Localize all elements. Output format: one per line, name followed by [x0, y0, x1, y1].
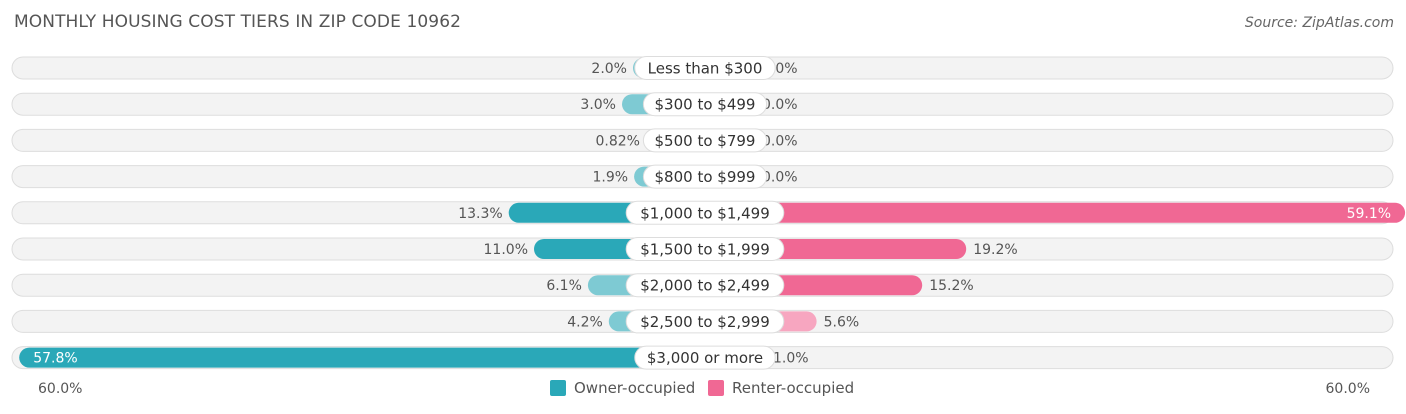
category-pill	[625, 200, 785, 225]
chart-legend: Owner-occupied Renter-occupied	[0, 379, 1406, 399]
renter-value-label: 5.6%	[824, 314, 860, 330]
renter-value-label: 1.0%	[773, 351, 809, 367]
owner-value-label: 13.3%	[458, 206, 502, 222]
owner-value-label: 1.9%	[593, 170, 629, 186]
category-pill	[642, 92, 768, 117]
category-pill	[634, 56, 776, 80]
category-pill	[625, 309, 785, 334]
owner-value-label: 2.0%	[591, 61, 627, 77]
renter-value-label: 15.2%	[929, 278, 973, 294]
diverging-bar-chart: 2.0% 0.0% Less than $300 3.0% 0.0% $300 to $4…	[11, 56, 1406, 370]
renter-value-label: 0.0%	[762, 170, 798, 186]
category-label: $800 to $999	[655, 168, 756, 186]
category-pill	[642, 128, 768, 153]
category-label: $300 to $499	[655, 96, 756, 114]
category-pill	[634, 345, 776, 370]
source-credit: Source: ZipAtlas.com	[1244, 15, 1394, 31]
category-label: $2,500 to $2,999	[640, 313, 770, 331]
category-label: $2,000 to $2,499	[640, 277, 770, 295]
legend-swatch-renter	[708, 380, 724, 396]
legend-swatch-owner	[550, 380, 566, 396]
category-label: $500 to $799	[655, 132, 756, 150]
renter-value-label: 0.0%	[762, 97, 798, 113]
category-label: $3,000 or more	[647, 349, 763, 367]
renter-value-label: 0.0%	[762, 133, 798, 149]
legend-label-renter: Renter-occupied	[732, 379, 855, 397]
owner-value-label: 11.0%	[484, 242, 528, 258]
category-pill	[642, 164, 768, 189]
owner-value-label: 3.0%	[580, 97, 616, 113]
category-label: Less than $300	[648, 60, 763, 78]
owner-value-label: 6.1%	[546, 278, 582, 294]
legend-item-owner: Owner-occupied	[550, 379, 695, 397]
category-pill	[625, 273, 785, 298]
axis-label-left: 60.0%	[38, 381, 83, 397]
legend-label-owner: Owner-occupied	[574, 379, 696, 397]
category-pill	[625, 237, 785, 261]
legend-item-renter: Renter-occupied	[708, 379, 854, 397]
owner-value-label: 57.8%	[33, 351, 77, 367]
renter-value-label: 59.1%	[1347, 206, 1391, 222]
category-label: $1,000 to $1,499	[640, 204, 770, 222]
owner-bar	[19, 347, 705, 368]
chart-title: MONTHLY HOUSING COST TIERS IN ZIP CODE 1…	[14, 12, 462, 32]
owner-value-label: 4.2%	[567, 314, 603, 330]
axis-label-right: 60.0%	[1325, 381, 1370, 397]
category-label: $1,500 to $1,999	[640, 241, 770, 259]
renter-value-label: 19.2%	[973, 242, 1017, 258]
owner-value-label: 0.82%	[595, 133, 639, 149]
renter-bar	[705, 202, 1406, 223]
